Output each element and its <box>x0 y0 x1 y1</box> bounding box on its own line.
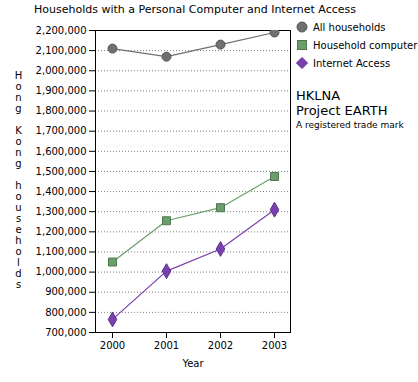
svg-text:1,300,000: 1,300,000 <box>36 206 87 217</box>
html-text:All households: All households <box>313 21 386 33</box>
svg-text:1,000,000: 1,000,000 <box>36 266 87 277</box>
svg-text:800,000: 800,000 <box>45 307 86 318</box>
svg-text:2,000,000: 2,000,000 <box>36 65 87 76</box>
html-text:Internet Access: Internet Access <box>313 57 391 69</box>
svg-text:2,100,000: 2,100,000 <box>36 45 87 56</box>
svg-text:900,000: 900,000 <box>45 286 86 297</box>
svg-text:1,600,000: 1,600,000 <box>36 146 87 157</box>
svg-text:2003: 2003 <box>262 340 287 351</box>
svg-text:1,500,000: 1,500,000 <box>36 166 87 177</box>
html-text:Hong Kong households: Hong Kong households <box>13 70 24 290</box>
svg-text:1,200,000: 1,200,000 <box>36 226 87 237</box>
html-text:HKLNA: HKLNA <box>296 88 341 103</box>
svg-text:2002: 2002 <box>208 340 233 351</box>
svg-text:2,200,000: 2,200,000 <box>36 25 87 36</box>
svg-text:2000: 2000 <box>100 340 125 351</box>
svg-text:1,100,000: 1,100,000 <box>36 246 87 257</box>
svg-text:1,900,000: 1,900,000 <box>36 85 87 96</box>
html-text:A registered trade mark: A registered trade mark <box>296 120 404 130</box>
svg-text:700,000: 700,000 <box>45 327 86 338</box>
svg-text:2001: 2001 <box>154 340 179 351</box>
svg-text:Year: Year <box>181 358 204 369</box>
html-text:Households with a Personal Com: Households with a Personal Computer and … <box>34 3 356 16</box>
html-text:Project EARTH: Project EARTH <box>296 103 388 118</box>
html-text:Household computer: Household computer <box>313 39 418 51</box>
svg-text:1,700,000: 1,700,000 <box>36 125 87 136</box>
svg-text:1,800,000: 1,800,000 <box>36 105 87 116</box>
svg-text:1,400,000: 1,400,000 <box>36 186 87 197</box>
